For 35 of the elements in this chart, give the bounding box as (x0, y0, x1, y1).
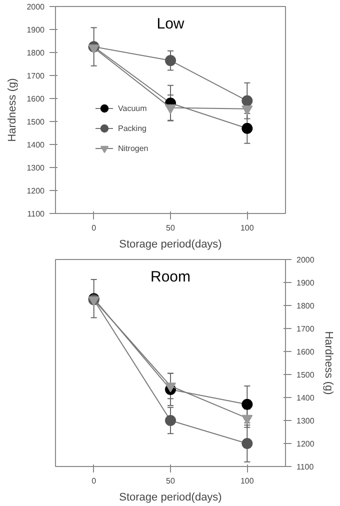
y2-tick-label: 1400 (296, 394, 315, 402)
y-tick-label: 1300 (26, 164, 46, 172)
x-tick-label: 100 (240, 476, 254, 486)
text: Low (156, 16, 184, 32)
x-tick-label: 0 (92, 224, 97, 232)
y2-tick-label: 1200 (296, 440, 315, 448)
y-tick-label: 1500 (26, 118, 46, 126)
x-tick-label: 50 (166, 224, 176, 232)
y-tick-label: 1600 (26, 94, 46, 104)
y2-tick-label: 1100 (296, 462, 314, 472)
x-axis-title: Storage period(days) (119, 238, 222, 250)
y2-tick-label: 1300 (296, 416, 315, 426)
y-tick-label: 1400 (26, 140, 46, 150)
y-tick-label: 1100 (27, 210, 46, 218)
legend-label: Vacuum (118, 104, 147, 112)
x-tick-label: 100 (240, 224, 254, 232)
y2-tick-label: 1700 (296, 324, 315, 334)
y2-axis-title: Hardness (g) (322, 331, 334, 395)
x-tick-label: 0 (92, 476, 97, 486)
text: Room (150, 268, 191, 286)
legend-label: Packing (118, 124, 146, 132)
x-axis-title: Storage period(days) (119, 492, 222, 504)
legend-label: Nitrogen (118, 144, 148, 152)
y-tick-label: 1800 (26, 48, 46, 58)
y2-tick-label: 1500 (296, 370, 315, 380)
y-tick-label: 1900 (26, 26, 46, 34)
y2-tick-label: 2000 (296, 256, 315, 264)
y-axis-title: Hardness (g) (6, 78, 19, 142)
y2-tick-label: 1900 (296, 278, 315, 288)
y-tick-label: 1700 (26, 72, 46, 80)
y2-tick-label: 1600 (296, 348, 315, 356)
y2-tick-label: 1800 (296, 302, 315, 310)
x-tick-label: 50 (166, 476, 176, 486)
y-tick-label: 1200 (26, 186, 46, 196)
y-tick-label: 2000 (26, 2, 46, 12)
